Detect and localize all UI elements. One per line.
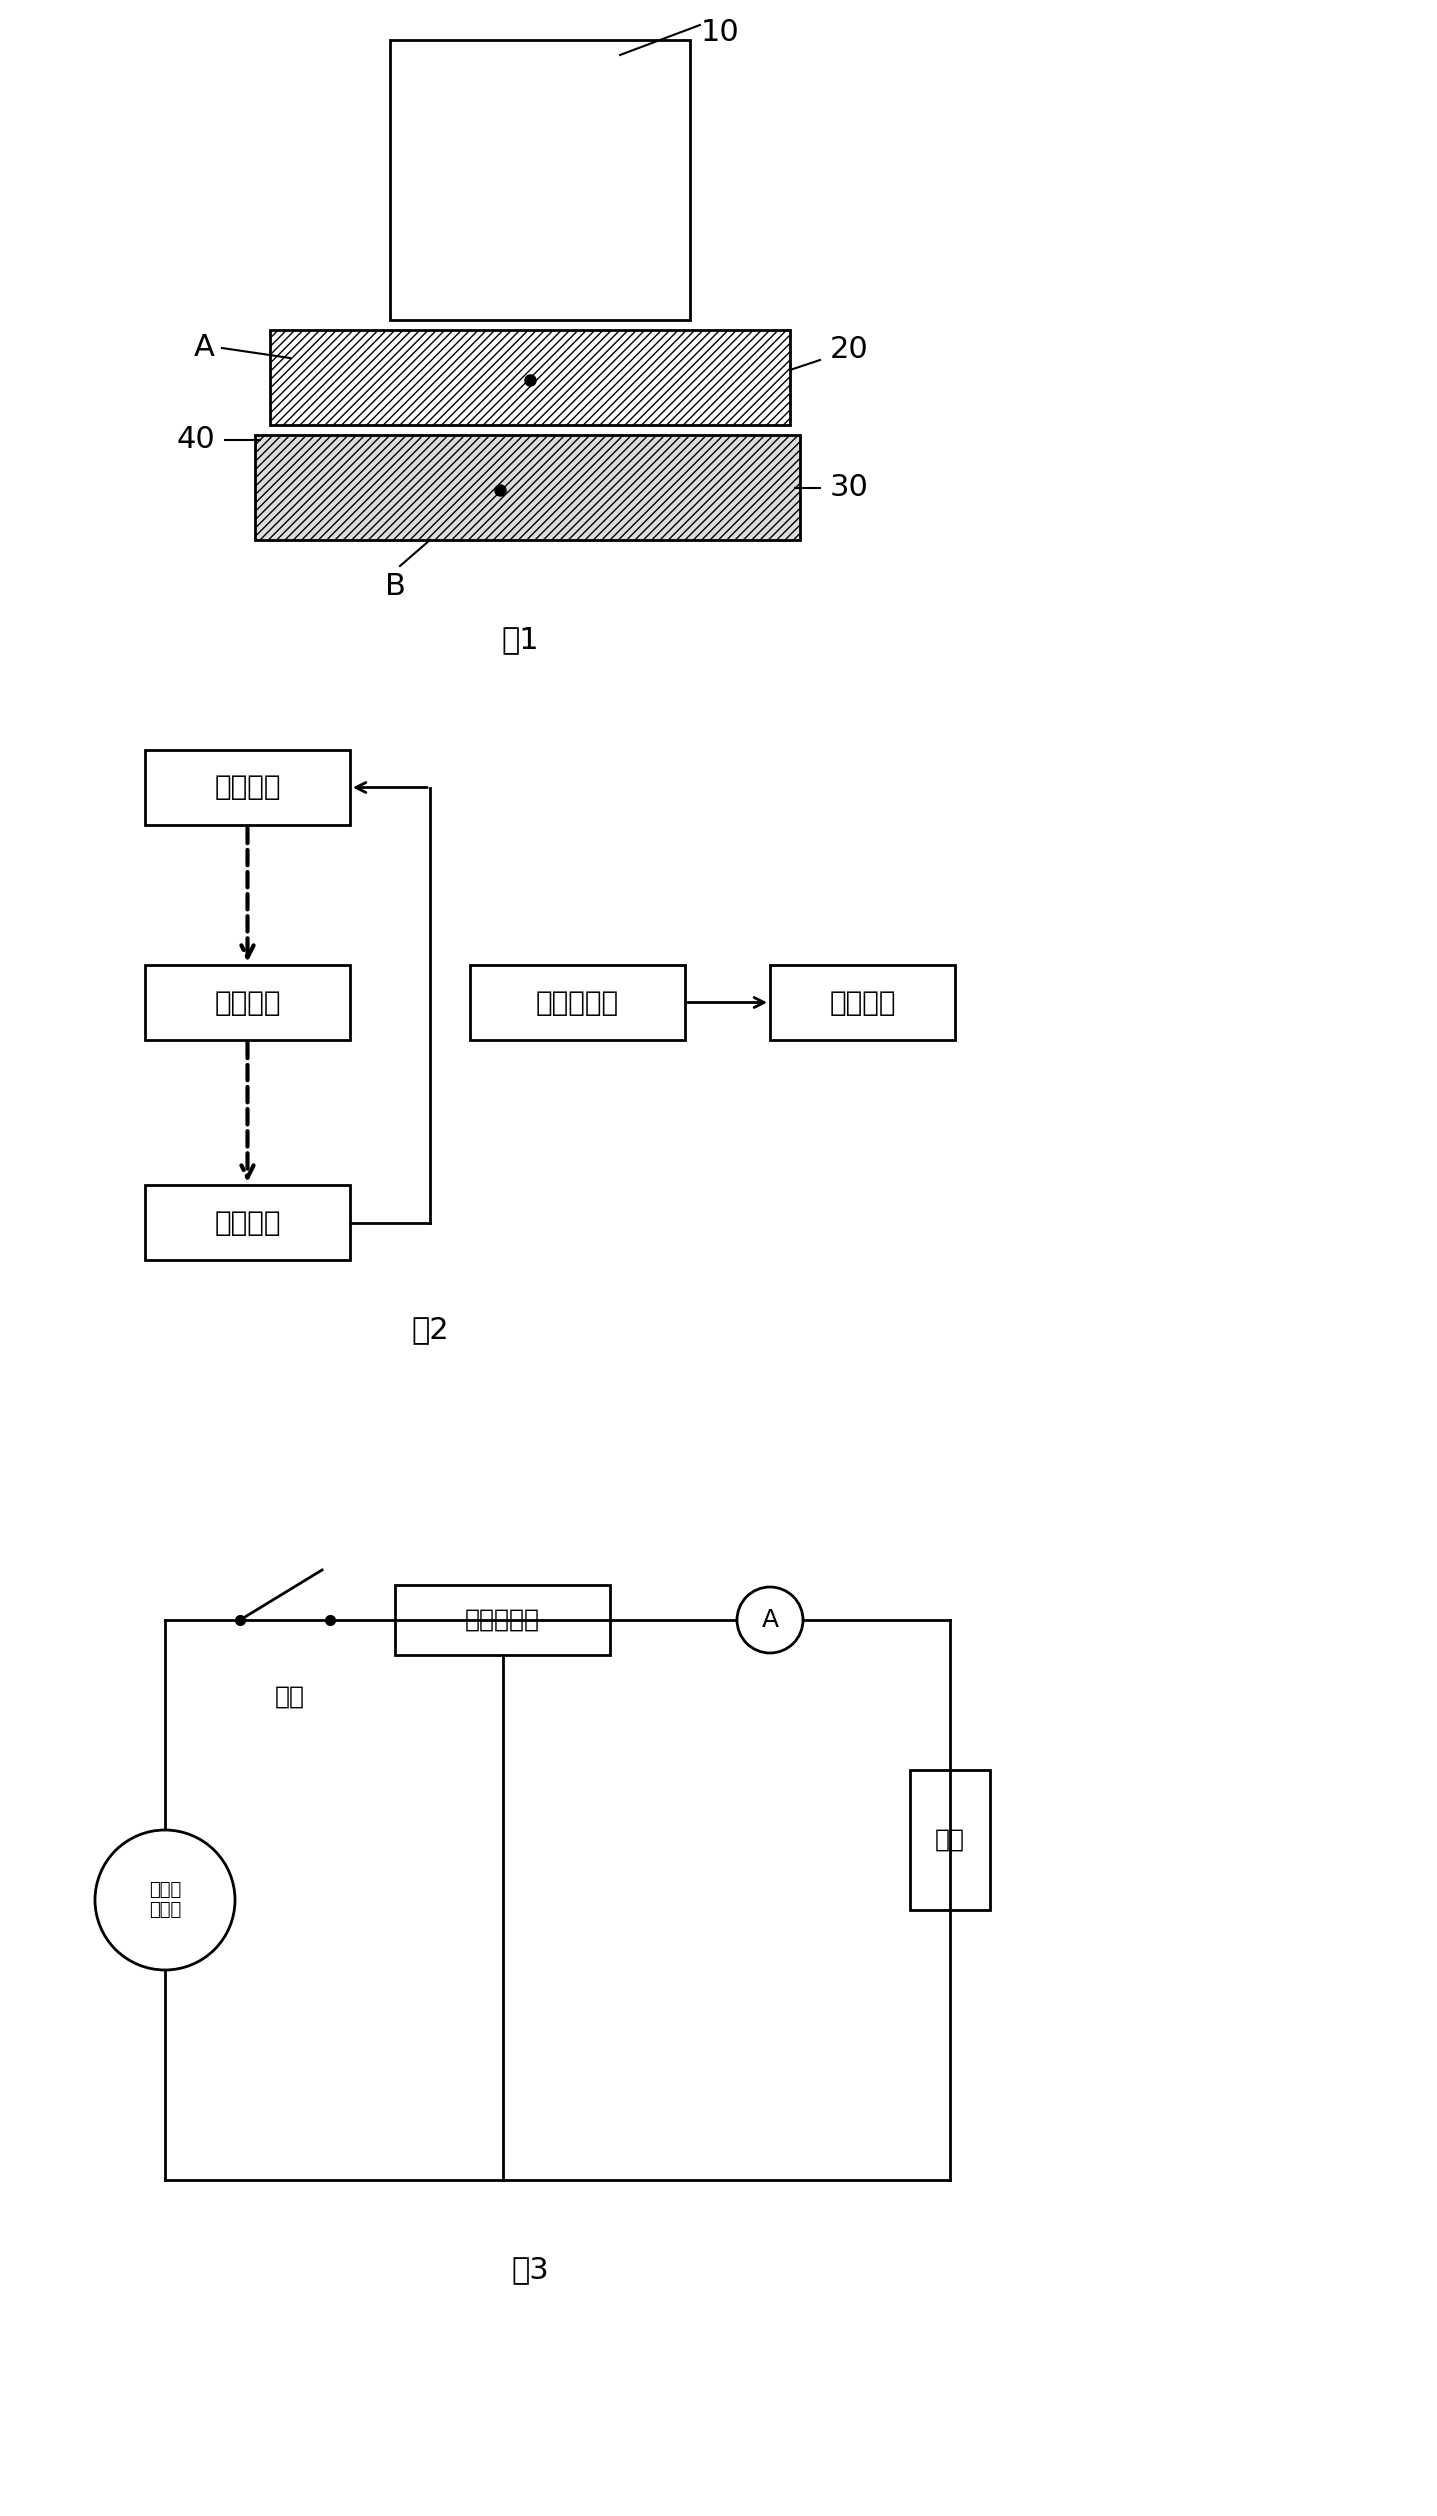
Bar: [389, 40, 690, 320]
Text: 40: 40: [177, 425, 216, 455]
Bar: [254, 435, 800, 541]
Text: 10: 10: [701, 18, 740, 48]
Bar: [910, 1769, 990, 1910]
Text: 负载: 负载: [935, 1829, 966, 1852]
Text: 开关: 开关: [274, 1686, 305, 1708]
Bar: [470, 966, 685, 1039]
Text: 30: 30: [831, 473, 869, 503]
Text: 温度测试仪: 温度测试仪: [536, 989, 619, 1016]
Text: 稳压二极管: 稳压二极管: [466, 1608, 540, 1633]
Bar: [145, 750, 351, 825]
Text: 数据处理: 数据处理: [829, 989, 895, 1016]
Text: 导热材料: 导热材料: [214, 989, 280, 1016]
Text: 散热单元: 散热单元: [214, 1208, 280, 1235]
Bar: [270, 330, 790, 425]
Text: A: A: [762, 1608, 779, 1633]
Text: 图1: 图1: [502, 626, 539, 654]
Text: 20: 20: [831, 335, 869, 365]
Text: 发热单元: 发热单元: [214, 772, 280, 803]
Text: B: B: [385, 571, 405, 601]
Text: A: A: [194, 335, 216, 362]
Circle shape: [737, 1588, 803, 1653]
Text: 直流稳
压电源: 直流稳 压电源: [149, 1879, 181, 1920]
Text: 图2: 图2: [411, 1316, 448, 1344]
Bar: [770, 966, 956, 1039]
Bar: [395, 1585, 609, 1656]
Text: 图3: 图3: [512, 2254, 549, 2285]
Circle shape: [95, 1829, 236, 1970]
Bar: [145, 1185, 351, 1261]
Bar: [145, 966, 351, 1039]
